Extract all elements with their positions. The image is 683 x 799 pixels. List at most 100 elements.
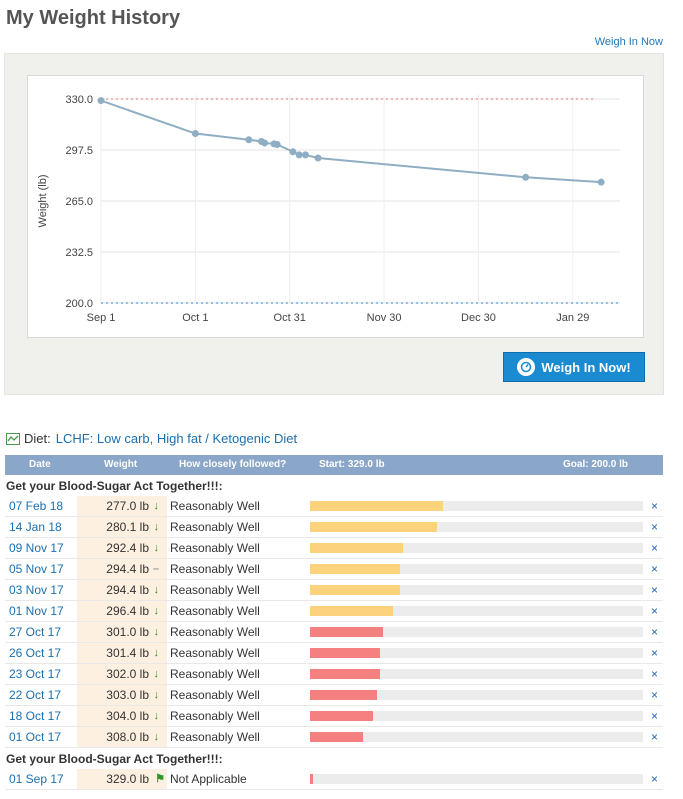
chart-panel: 330.0 297.5 265.0 232.5 200.0 Sep 1 Oct 1 Oct 3… bbox=[4, 53, 664, 395]
row-followed: Reasonably Well bbox=[170, 667, 260, 681]
row-weight: 308.0 lb ↓ bbox=[77, 727, 167, 747]
down-arrow-icon: ↓ bbox=[153, 584, 160, 596]
progress-bar bbox=[310, 606, 643, 616]
row-weight: 294.4 lb – bbox=[77, 559, 167, 579]
scale-icon bbox=[517, 358, 536, 376]
delete-icon[interactable]: × bbox=[650, 772, 658, 786]
progress-bar bbox=[310, 669, 643, 679]
delete-icon[interactable]: × bbox=[650, 667, 658, 681]
row-date-link[interactable]: 26 Oct 17 bbox=[9, 646, 62, 660]
row-date-link[interactable]: 23 Oct 17 bbox=[9, 667, 62, 681]
x-tick-label: Oct 1 bbox=[182, 312, 208, 324]
weight-data-point bbox=[289, 148, 297, 156]
row-followed: Reasonably Well bbox=[170, 583, 260, 597]
weigh-in-now-link[interactable]: Weigh In Now bbox=[594, 36, 663, 48]
row-date-link[interactable]: 07 Feb 18 bbox=[9, 499, 64, 513]
diet-label: Diet: bbox=[24, 431, 51, 446]
progress-bar-fill bbox=[310, 774, 314, 784]
row-date-link[interactable]: 14 Jan 18 bbox=[9, 520, 62, 534]
weight-chart: 330.0 297.5 265.0 232.5 200.0 Sep 1 Oct 1 Oct 3… bbox=[27, 75, 644, 338]
table-row: 14 Jan 18 280.1 lb ↓ Reasonably Well × bbox=[5, 517, 663, 538]
delete-icon[interactable]: × bbox=[650, 583, 658, 597]
row-date-link[interactable]: 01 Oct 17 bbox=[9, 730, 62, 744]
progress-bar bbox=[310, 690, 643, 700]
y-tick-label: 297.5 bbox=[65, 145, 93, 157]
row-weight-value: 294.4 lb bbox=[106, 583, 149, 597]
table-row: 22 Oct 17 303.0 lb ↓ Reasonably Well × bbox=[5, 685, 663, 706]
row-date-link[interactable]: 09 Nov 17 bbox=[9, 541, 64, 555]
row-weight-value: 277.0 lb bbox=[106, 499, 149, 513]
progress-bar bbox=[310, 627, 643, 637]
row-date-link[interactable]: 27 Oct 17 bbox=[9, 625, 62, 639]
header-start: Start: 329.0 lb bbox=[319, 459, 385, 470]
table-row: 01 Oct 17 308.0 lb ↓ Reasonably Well × bbox=[5, 727, 663, 748]
table-row: 01 Sep 17 329.0 lb ⚑ Not Applicable × bbox=[5, 769, 663, 790]
row-date-link[interactable]: 18 Oct 17 bbox=[9, 709, 62, 723]
row-date-link[interactable]: 01 Sep 17 bbox=[9, 772, 64, 786]
delete-icon[interactable]: × bbox=[650, 604, 658, 618]
delete-icon[interactable]: × bbox=[650, 688, 658, 702]
x-tick-label: Dec 30 bbox=[461, 312, 496, 324]
chart-icon bbox=[6, 432, 20, 445]
row-weight: 294.4 lb ↓ bbox=[77, 580, 167, 600]
header-goal: Goal: 200.0 lb bbox=[563, 459, 629, 470]
row-followed: Reasonably Well bbox=[170, 625, 260, 639]
weight-data-point bbox=[245, 136, 253, 144]
row-weight: 329.0 lb ⚑ bbox=[77, 769, 167, 789]
table-row: 18 Oct 17 304.0 lb ↓ Reasonably Well × bbox=[5, 706, 663, 727]
row-weight-value: 302.0 lb bbox=[106, 667, 149, 681]
delete-icon[interactable]: × bbox=[650, 499, 658, 513]
down-arrow-icon: ↓ bbox=[153, 626, 160, 638]
row-date-link[interactable]: 05 Nov 17 bbox=[9, 562, 64, 576]
row-weight: 303.0 lb ↓ bbox=[77, 685, 167, 705]
delete-icon[interactable]: × bbox=[650, 646, 658, 660]
x-tick-label: Sep 1 bbox=[87, 312, 116, 324]
x-tick-label: Jan 29 bbox=[556, 312, 589, 324]
progress-bar-fill bbox=[310, 543, 404, 553]
progress-bar-fill bbox=[310, 501, 444, 511]
delete-icon[interactable]: × bbox=[650, 730, 658, 744]
down-arrow-icon: ↓ bbox=[153, 605, 160, 617]
row-weight-value: 301.4 lb bbox=[106, 646, 149, 660]
weight-series-line bbox=[100, 99, 602, 184]
row-followed: Reasonably Well bbox=[170, 709, 260, 723]
progress-bar-fill bbox=[310, 564, 400, 574]
weight-data-point bbox=[191, 130, 199, 138]
row-weight: 304.0 lb ↓ bbox=[77, 706, 167, 726]
delete-icon[interactable]: × bbox=[650, 562, 658, 576]
progress-bar-fill bbox=[310, 585, 400, 595]
page-title: My Weight History bbox=[6, 7, 181, 29]
table-row: 23 Oct 17 302.0 lb ↓ Reasonably Well × bbox=[5, 664, 663, 685]
row-weight: 296.4 lb ↓ bbox=[77, 601, 167, 621]
down-arrow-icon: ↓ bbox=[153, 668, 160, 680]
row-followed: Reasonably Well bbox=[170, 562, 260, 576]
row-weight-value: 304.0 lb bbox=[106, 709, 149, 723]
progress-bar bbox=[310, 501, 643, 511]
progress-bar-fill bbox=[310, 648, 380, 658]
row-followed: Reasonably Well bbox=[170, 688, 260, 702]
diet-link[interactable]: LCHF: Low carb, High fat / Ketogenic Die… bbox=[55, 431, 298, 446]
row-date-link[interactable]: 01 Nov 17 bbox=[9, 604, 64, 618]
row-weight-value: 292.4 lb bbox=[106, 541, 149, 555]
delete-icon[interactable]: × bbox=[650, 541, 658, 555]
delete-icon[interactable]: × bbox=[650, 625, 658, 639]
row-date-link[interactable]: 22 Oct 17 bbox=[9, 688, 62, 702]
row-weight: 301.0 lb ↓ bbox=[77, 622, 167, 642]
y-tick-label: 330.0 bbox=[65, 94, 93, 106]
progress-bar-fill bbox=[310, 711, 374, 721]
delete-icon[interactable]: × bbox=[650, 520, 658, 534]
y-tick-label: 265.0 bbox=[65, 196, 93, 208]
weigh-in-now-button[interactable]: Weigh In Now! bbox=[503, 352, 645, 382]
down-arrow-icon: ↓ bbox=[153, 710, 160, 722]
progress-bar bbox=[310, 522, 643, 532]
table-row: 05 Nov 17 294.4 lb – Reasonably Well × bbox=[5, 559, 663, 580]
row-date-link[interactable]: 03 Nov 17 bbox=[9, 583, 64, 597]
row-weight: 280.1 lb ↓ bbox=[77, 517, 167, 537]
progress-bar-fill bbox=[310, 606, 394, 616]
row-weight-value: 296.4 lb bbox=[106, 604, 149, 618]
progress-bar-fill bbox=[310, 690, 377, 700]
delete-icon[interactable]: × bbox=[650, 709, 658, 723]
table-header: Date Weight How closely followed? Start:… bbox=[5, 455, 663, 475]
down-arrow-icon: ↓ bbox=[153, 542, 160, 554]
progress-bar bbox=[310, 774, 643, 784]
